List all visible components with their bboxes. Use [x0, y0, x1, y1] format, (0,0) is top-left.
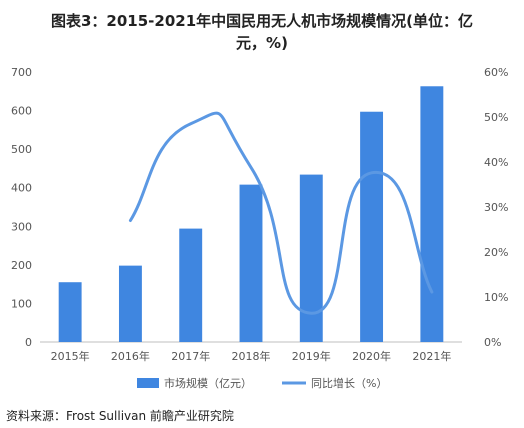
- bar: [239, 184, 263, 342]
- legend-bar-swatch: [137, 378, 159, 388]
- y-left-tick-label: 500: [11, 143, 32, 156]
- bar: [299, 174, 323, 342]
- bar: [420, 86, 444, 343]
- legend-bar-label: 市场规模（亿元）: [164, 376, 252, 390]
- x-tick-label: 2021年: [412, 349, 451, 363]
- y-right-tick-label: 50%: [484, 111, 508, 124]
- y-left-tick-label: 300: [11, 220, 32, 233]
- chart-title-line1: 图表3：2015-2021年中国民用无人机市场规模情况(单位：亿: [50, 12, 474, 30]
- y-right-tick-label: 40%: [484, 156, 508, 169]
- legend-line-label: 同比增长（%）: [311, 376, 387, 390]
- y-left-tick-label: 200: [11, 259, 32, 272]
- y-right-tick-label: 20%: [484, 246, 508, 259]
- bar: [179, 228, 203, 342]
- bar: [360, 111, 384, 342]
- y-left-tick-label: 0: [25, 336, 32, 349]
- y-left-tick-label: 100: [11, 297, 32, 310]
- x-tick-label: 2020年: [352, 349, 391, 363]
- y-right-tick-label: 30%: [484, 201, 508, 214]
- y-left-tick-label: 700: [11, 66, 32, 79]
- x-tick-label: 2017年: [171, 349, 210, 363]
- y-left-tick-label: 400: [11, 182, 32, 195]
- x-tick-label: 2018年: [232, 349, 271, 363]
- x-tick-label: 2019年: [292, 349, 331, 363]
- chart-title-line2: 元，%): [236, 34, 288, 52]
- chart-title: 图表3：2015-2021年中国民用无人机市场规模情况(单位：亿 元，%): [0, 10, 524, 54]
- bar: [58, 282, 82, 342]
- y-right-tick-label: 60%: [484, 66, 508, 79]
- y-right-tick-label: 10%: [484, 291, 508, 304]
- growth-line: [128, 111, 434, 315]
- source-note: 资料来源：Frost Sullivan 前瞻产业研究院: [6, 409, 234, 423]
- x-tick-label: 2016年: [111, 349, 150, 363]
- x-tick-label: 2015年: [51, 349, 90, 363]
- y-left-tick-label: 600: [11, 105, 32, 118]
- y-right-tick-label: 0%: [484, 336, 501, 349]
- bar: [118, 265, 142, 342]
